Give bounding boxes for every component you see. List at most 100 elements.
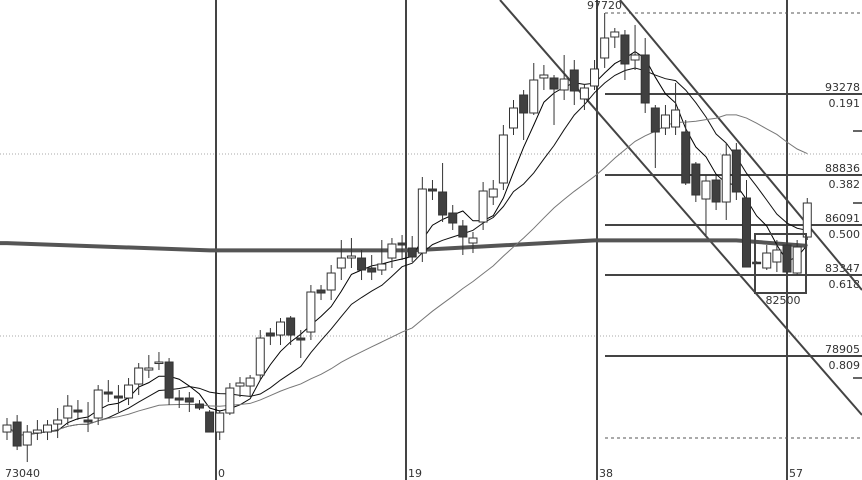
candle-up [235, 382, 245, 387]
candle-up [387, 243, 397, 259]
candle-up [346, 255, 356, 259]
candle-up [600, 37, 610, 59]
candle-down [448, 212, 458, 224]
candle-up [2, 424, 12, 433]
candle-up [144, 367, 154, 371]
candle-down [458, 225, 468, 238]
fibonacci-price: 93278 [825, 81, 860, 94]
candle-up [245, 377, 255, 387]
candle-down [316, 289, 326, 294]
candle-up [22, 431, 32, 446]
candle-up [478, 190, 488, 223]
candle-up [579, 87, 589, 100]
fibonacci-ratio: 0.382 [829, 178, 861, 191]
candle-up [671, 109, 681, 128]
candle-up [498, 134, 508, 184]
candle-up [93, 389, 103, 419]
candle-up [306, 291, 316, 333]
high-price-label: 97720 [587, 0, 622, 12]
candle-down [407, 247, 417, 258]
candle-up [610, 31, 620, 38]
candle-down [113, 395, 123, 399]
candle-up [539, 74, 549, 79]
candle-up [701, 180, 711, 200]
candle-up [276, 321, 286, 336]
candle-up [215, 412, 225, 433]
fibonacci-price: 83347 [825, 262, 860, 275]
candle-up [377, 263, 387, 271]
candle-up [124, 384, 134, 399]
candle-up [721, 154, 731, 203]
candle-down [194, 403, 204, 409]
x-tick-label: 0 [218, 467, 225, 480]
x-tick-label: 19 [408, 467, 422, 480]
candle-up [336, 257, 346, 269]
candle-down [741, 197, 751, 268]
fibonacci-ratio: 0.191 [829, 97, 861, 110]
fibonacci-price: 86091 [825, 212, 860, 225]
candle-up [134, 367, 144, 385]
candle-up [792, 246, 802, 274]
candle-down [427, 188, 437, 192]
candle-up [660, 114, 670, 129]
candle-down [205, 411, 215, 433]
candle-down [184, 397, 194, 403]
candle-down [103, 391, 113, 395]
x-tick-label: 57 [789, 467, 803, 480]
range-box [754, 233, 807, 294]
candle-up [802, 202, 812, 238]
candle-down [296, 337, 306, 341]
candle-up [417, 188, 427, 254]
candle-up [43, 424, 53, 433]
candle-down [164, 361, 174, 399]
candle-down [640, 54, 650, 104]
candle-down [438, 191, 448, 216]
candle-down [782, 244, 792, 273]
candle-down [265, 332, 275, 337]
candle-up [590, 68, 600, 87]
trendline-lower [499, 0, 862, 416]
fibonacci-ratio: 0.500 [829, 228, 861, 241]
fibonacci-price: 78905 [825, 343, 860, 356]
box-price-label: 82500 [766, 294, 801, 307]
candle-down [691, 163, 701, 196]
candle-down [711, 179, 721, 203]
low-price-label: 73040 [5, 467, 40, 480]
candle-down [752, 261, 762, 265]
candle-up [32, 429, 42, 434]
candle-up [488, 188, 498, 198]
fibonacci-ratio: 0.809 [829, 359, 861, 372]
candle-up [255, 337, 265, 376]
candle-down [620, 34, 630, 65]
candle-down [174, 397, 184, 401]
moving-average-10 [6, 67, 808, 437]
candle-down [397, 242, 407, 246]
candle-down [731, 149, 741, 193]
candle-up [225, 387, 235, 414]
candle-up [63, 405, 73, 419]
candle-down [367, 267, 377, 273]
fibonacci-price: 88836 [825, 162, 860, 175]
candle-down [519, 94, 529, 114]
candle-up [53, 419, 63, 425]
fibonacci-ratio: 0.618 [829, 278, 861, 291]
candle-up [468, 237, 478, 244]
candle-up [762, 252, 772, 269]
candle-down [73, 409, 83, 413]
candle-up [509, 107, 518, 129]
candle-down [681, 131, 691, 184]
trendline-upper [619, 0, 862, 291]
candle-up [772, 249, 782, 263]
candle-up [559, 78, 569, 91]
candle-down [650, 107, 660, 133]
candle-down [83, 419, 93, 423]
candle-down [357, 257, 367, 271]
candle-up [529, 79, 539, 114]
candle-down [12, 421, 22, 447]
candle-up [154, 361, 164, 365]
candle-down [549, 77, 559, 90]
candle-down [286, 317, 296, 336]
moving-average-5 [6, 50, 808, 437]
